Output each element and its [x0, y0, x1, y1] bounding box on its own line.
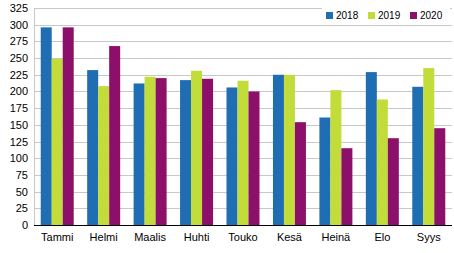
- legend-background: [322, 8, 450, 22]
- y-tick-label: 200: [10, 85, 28, 97]
- y-tick-label: 275: [10, 35, 28, 47]
- grid-line: [34, 41, 452, 42]
- bar: [87, 70, 98, 225]
- bar: [319, 118, 330, 225]
- grid-line: [34, 25, 452, 26]
- bar: [145, 77, 156, 225]
- legend-label: 2020: [420, 10, 443, 21]
- bar: [41, 27, 52, 225]
- legend-label: 2019: [378, 10, 401, 21]
- x-tick-label: Helmi: [90, 231, 118, 243]
- legend-swatch: [326, 12, 333, 19]
- bar: [295, 122, 306, 225]
- x-tick-label: Syys: [417, 231, 441, 243]
- y-tick-label: 100: [10, 152, 28, 164]
- bar: [434, 128, 445, 225]
- bar: [423, 68, 434, 225]
- y-tick-label: 125: [10, 136, 28, 148]
- y-tick-label: 300: [10, 19, 28, 31]
- y-tick-label: 25: [16, 202, 28, 214]
- grid-line: [34, 225, 452, 226]
- y-tick-label: 0: [22, 219, 28, 231]
- bar: [249, 91, 260, 225]
- x-tick-label: Maalis: [134, 231, 166, 243]
- x-tick-label: Elo: [374, 231, 390, 243]
- bar: [388, 138, 399, 225]
- bar: [377, 99, 388, 225]
- bar: [63, 27, 74, 225]
- bar: [238, 81, 249, 225]
- grid-line: [34, 58, 452, 59]
- y-tick-label: 150: [10, 119, 28, 131]
- bar: [52, 59, 63, 225]
- bar: [366, 72, 377, 225]
- y-axis: [34, 8, 35, 225]
- bar: [273, 75, 284, 225]
- grid: [34, 9, 452, 226]
- legend-swatch: [410, 12, 417, 19]
- legend-label: 2018: [336, 10, 359, 21]
- bar: [180, 80, 191, 225]
- legend-swatch: [368, 12, 375, 19]
- x-tick-label: Huhti: [184, 231, 210, 243]
- y-tick-label: 50: [16, 186, 28, 198]
- x-tick-label: Kesä: [277, 231, 303, 243]
- y-tick-label: 75: [16, 169, 28, 181]
- bars: [41, 27, 446, 225]
- bar: [412, 87, 423, 225]
- bar: [109, 46, 120, 225]
- bar: [191, 71, 202, 225]
- bar: [202, 79, 213, 225]
- bar: [330, 90, 341, 225]
- bar: [284, 75, 295, 225]
- x-tick-label: Touko: [228, 231, 257, 243]
- y-tick-label: 225: [10, 69, 28, 81]
- y-tick-label: 250: [10, 52, 28, 64]
- x-tick-label: Heinä: [322, 231, 352, 243]
- y-tick-label: 325: [10, 2, 28, 14]
- bar: [227, 87, 238, 225]
- legend: 2018 2019 2020: [322, 8, 450, 22]
- bar: [341, 148, 352, 225]
- chart: 0 25 50 75 100 125 150 175 200 225 250 275 300 325 Tam…: [0, 0, 454, 253]
- bar: [134, 83, 145, 225]
- bar: [156, 78, 167, 225]
- bar: [98, 86, 109, 225]
- x-tick-label: Tammi: [41, 231, 73, 243]
- y-tick-label: 175: [10, 102, 28, 114]
